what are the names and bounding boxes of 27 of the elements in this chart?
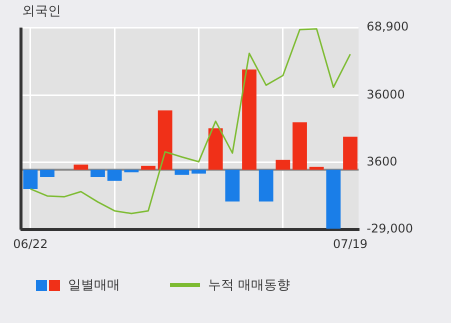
x-tick-label: 06/22: [13, 236, 48, 251]
bar: [343, 136, 358, 170]
y-tick-label: -29,000: [366, 222, 414, 236]
bar: [276, 160, 290, 170]
y-tick-label: 68,900: [366, 20, 409, 34]
y-tick-label: 36000: [366, 88, 405, 102]
bar: [107, 170, 122, 181]
bar: [258, 170, 274, 202]
chart-title: 외국인: [22, 4, 61, 20]
bar: [309, 166, 324, 170]
bar: [326, 170, 341, 229]
bar: [292, 122, 307, 170]
legend-label: 누적 매매동향: [208, 277, 290, 294]
legend-label: 일별매매: [68, 277, 120, 294]
bar: [74, 164, 88, 170]
bar: [192, 170, 206, 174]
bar: [40, 170, 54, 177]
bar: [90, 170, 105, 177]
x-tick-label: 07/19: [332, 236, 368, 251]
bar: [158, 110, 172, 170]
bar: [225, 170, 240, 202]
bar: [174, 170, 190, 175]
bar: [141, 166, 156, 170]
bar: [23, 170, 38, 189]
bar: [242, 69, 256, 170]
y-tick-label: 3600: [366, 154, 398, 168]
bar: [208, 128, 223, 170]
